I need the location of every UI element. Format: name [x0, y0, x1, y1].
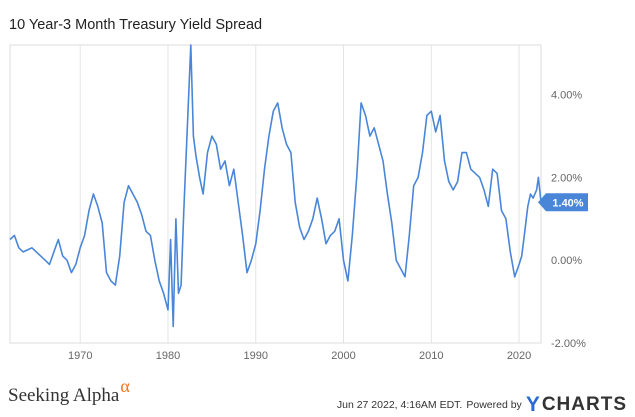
powered-by-label: Powered by	[466, 399, 522, 411]
x-tick-label: 1970	[68, 350, 92, 362]
ycharts-wordmark: CHARTS	[541, 394, 627, 415]
plot-area	[9, 44, 542, 344]
series-line	[9, 44, 542, 328]
x-tick-label: 2000	[331, 350, 355, 362]
seeking-alpha-logo[interactable]: Seeking Alphaα	[8, 376, 130, 407]
ycharts-logo[interactable]: Y CHARTS	[526, 393, 627, 417]
x-tick-label: 1990	[244, 350, 268, 362]
last-value-label: 1.40%	[552, 197, 583, 209]
last-value-badge	[538, 193, 588, 212]
y-tick-label: 0.00%	[551, 255, 582, 267]
x-tick-label: 1980	[156, 350, 180, 362]
y-tick-label: 4.00%	[551, 90, 582, 102]
x-tick-label: 2010	[419, 350, 443, 362]
y-tick-label: -2.00%	[551, 338, 586, 350]
alpha-icon: α	[120, 376, 130, 396]
chart-footer: Jun 27 2022, 4:16AM EDT. Powered by Y CHA…	[337, 393, 627, 417]
seeking-alpha-wordmark: Seeking Alpha	[8, 385, 120, 406]
x-tick-label: 2020	[507, 350, 531, 362]
y-tick-label: 2.00%	[551, 172, 582, 184]
timestamp: Jun 27 2022, 4:16AM EDT.	[336, 399, 463, 411]
chart-title: 10 Year-3 Month Treasury Yield Spread	[9, 17, 263, 33]
ycharts-y-icon: Y	[525, 393, 541, 416]
